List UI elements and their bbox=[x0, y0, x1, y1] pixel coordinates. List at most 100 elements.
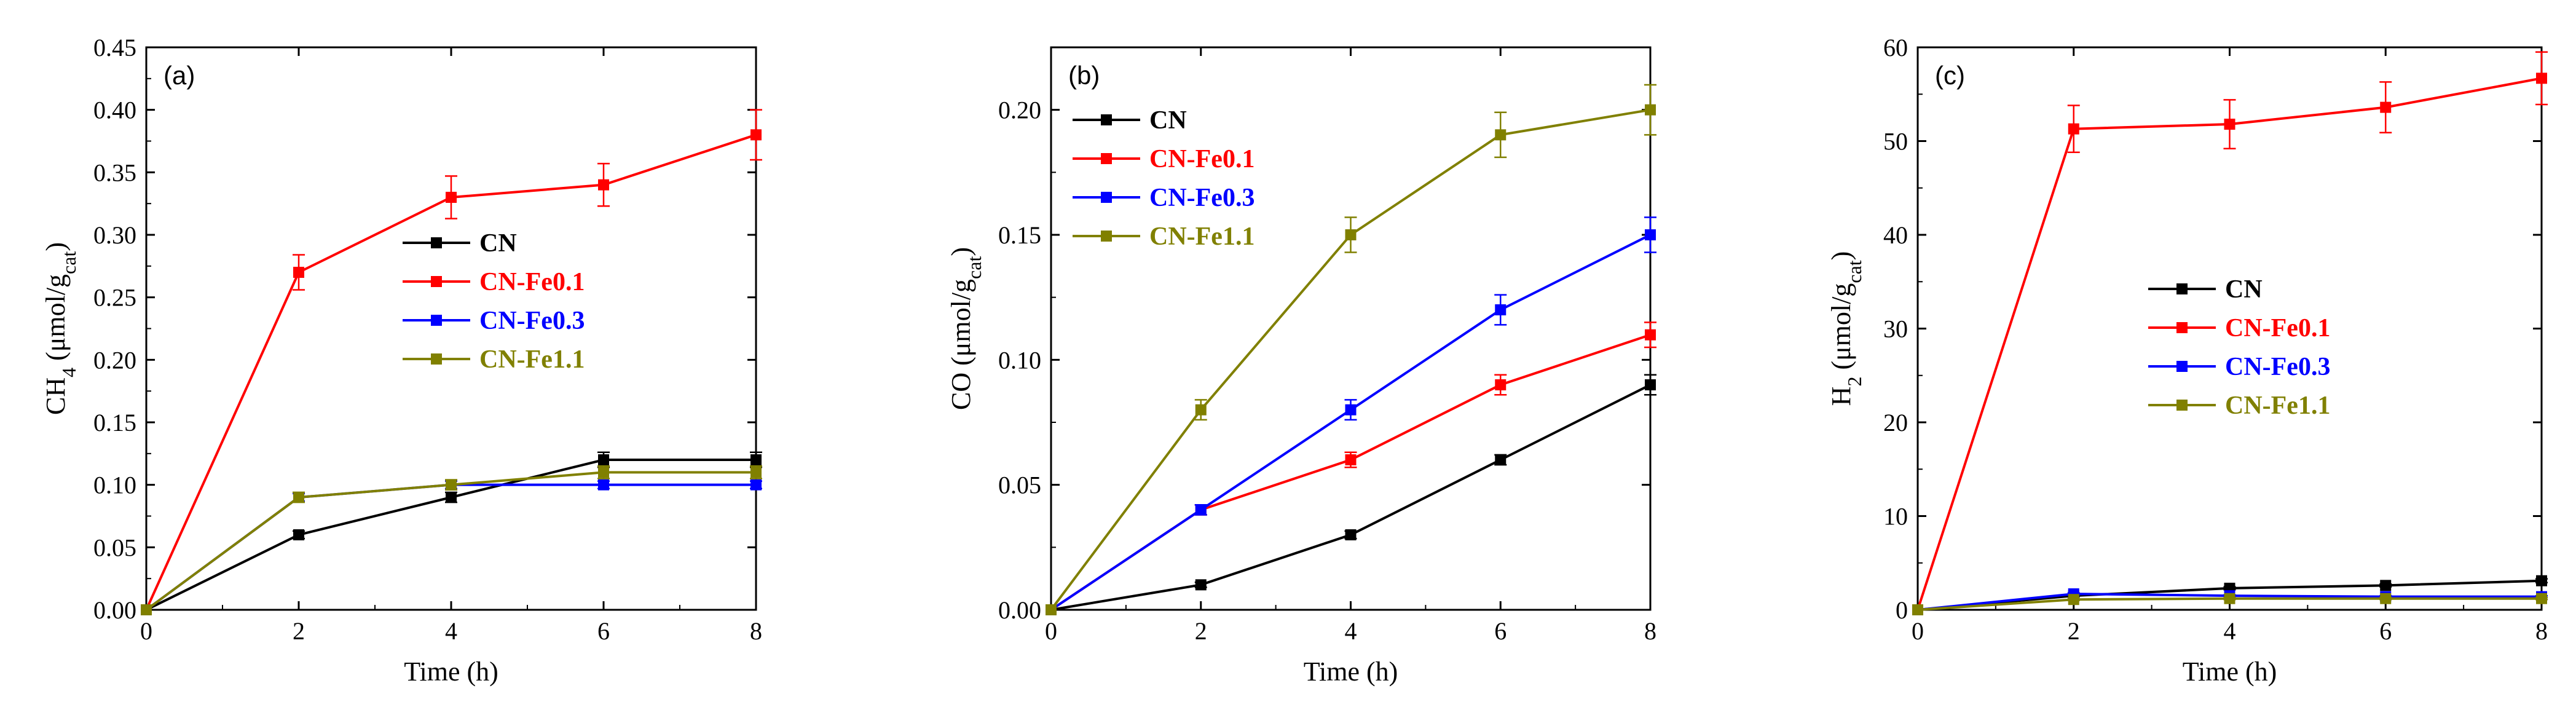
legend-marker bbox=[1101, 192, 1112, 203]
legend-marker bbox=[2176, 322, 2188, 333]
data-point bbox=[1645, 229, 1656, 240]
legend-marker bbox=[1101, 231, 1112, 242]
x-tick-label: 4 bbox=[1345, 617, 1357, 645]
data-point bbox=[446, 479, 457, 491]
data-point bbox=[293, 529, 304, 540]
x-tick-label: 0 bbox=[1045, 617, 1057, 645]
legend-label: CN-Fe1.1 bbox=[2225, 392, 2330, 420]
series-CN-Fe0.1 bbox=[1046, 322, 1656, 615]
data-point bbox=[598, 467, 609, 478]
legend-marker bbox=[431, 353, 442, 365]
legend-entry-CN-Fe0.3: CN-Fe0.3 bbox=[2148, 353, 2330, 381]
x-tick-label: 4 bbox=[445, 617, 457, 645]
y-tick-label: 0.15 bbox=[93, 409, 136, 436]
legend-label: CN-Fe0.1 bbox=[1149, 145, 1255, 173]
data-point bbox=[750, 129, 762, 141]
legend-entry-CN: CN bbox=[403, 229, 517, 258]
series-line bbox=[1916, 77, 2542, 610]
x-tick-label: 6 bbox=[1494, 617, 1507, 645]
chart-panel-b: 0 2 4 6 8 0.00 0.05 0.10 0.15 0.20 Time (h) CO (μmo… bbox=[946, 46, 1656, 687]
data-point bbox=[1345, 404, 1357, 416]
y-tick-label: 0.20 bbox=[998, 97, 1041, 124]
y-tick-label: 0.00 bbox=[998, 596, 1041, 624]
data-point bbox=[2380, 593, 2392, 604]
y-tick-label: 0.20 bbox=[93, 346, 136, 374]
x-axis-title: Time (h) bbox=[1304, 657, 1398, 687]
y-tick-label: 0 bbox=[1896, 596, 1908, 624]
data-point bbox=[446, 192, 457, 203]
y-tick-label: 30 bbox=[1883, 315, 1908, 343]
y-axis-title: CO (μmol/gcat) bbox=[946, 247, 985, 410]
data-point bbox=[293, 267, 304, 278]
data-point bbox=[1495, 379, 1507, 390]
series-CN-Fe1.1 bbox=[1912, 593, 2548, 615]
data-point bbox=[2536, 73, 2547, 84]
panel-label: (a) bbox=[163, 61, 195, 90]
chart-panel-a: 0 2 4 6 8 0.00 0.05 0.10 0.15 0.20 0.25 0.30 0.35 0.4… bbox=[41, 34, 762, 687]
series-CN bbox=[141, 451, 762, 615]
legend-entry-CN: CN bbox=[1073, 106, 1187, 135]
data-point bbox=[1195, 579, 1207, 591]
y-axis-title: H2 (μmol/gcat) bbox=[1826, 251, 1865, 406]
data-point bbox=[750, 467, 762, 478]
x-tick-label: 0 bbox=[140, 617, 152, 645]
data-point bbox=[2068, 594, 2079, 606]
series-line bbox=[1050, 234, 1651, 611]
panel-label: (c) bbox=[1935, 61, 1965, 90]
y-tick-label: 60 bbox=[1883, 34, 1908, 61]
y-tick-label: 0.45 bbox=[93, 34, 136, 61]
y-tick-label: 0.15 bbox=[998, 221, 1041, 249]
legend-entry-CN-Fe0.1: CN-Fe0.1 bbox=[1073, 145, 1255, 173]
data-point bbox=[1645, 104, 1656, 116]
y-tick-label: 40 bbox=[1883, 221, 1908, 249]
data-point bbox=[2380, 580, 2392, 591]
legend-label: CN bbox=[479, 229, 517, 258]
data-point bbox=[1495, 129, 1507, 141]
data-point bbox=[1645, 329, 1656, 341]
data-point bbox=[1645, 379, 1656, 390]
legend-marker bbox=[2176, 400, 2188, 411]
legend-label: CN-Fe1.1 bbox=[1149, 223, 1255, 251]
data-point bbox=[2380, 101, 2392, 113]
legend-entry-CN: CN bbox=[2148, 275, 2263, 304]
legend-entry-CN-Fe0.1: CN-Fe0.1 bbox=[2148, 314, 2330, 342]
data-point bbox=[141, 604, 152, 615]
data-point bbox=[2224, 593, 2235, 604]
y-tick-label: 50 bbox=[1883, 128, 1908, 156]
series-CN-Fe1.1 bbox=[1046, 84, 1656, 615]
y-tick-label: 20 bbox=[1883, 409, 1908, 436]
y-tick-label: 0.25 bbox=[93, 284, 136, 312]
data-point bbox=[1495, 304, 1507, 315]
legend-label: CN-Fe0.3 bbox=[479, 307, 585, 335]
series-line bbox=[1050, 333, 1651, 611]
legend-label: CN-Fe0.1 bbox=[479, 268, 585, 296]
legend-entry-CN-Fe0.3: CN-Fe0.3 bbox=[403, 307, 585, 335]
data-point bbox=[1046, 604, 1057, 615]
series-CN-Fe0.3 bbox=[1046, 216, 1656, 615]
legend-entry-CN-Fe0.3: CN-Fe0.3 bbox=[1073, 184, 1255, 212]
y-tick-label: 0.05 bbox=[93, 534, 136, 561]
panel-label: (b) bbox=[1068, 61, 1100, 90]
x-axis-title: Time (h) bbox=[2183, 657, 2277, 687]
legend-label: CN-Fe1.1 bbox=[479, 345, 585, 374]
data-point bbox=[598, 179, 609, 191]
series-CN-Fe1.1 bbox=[141, 465, 762, 615]
y-tick-label: 0.10 bbox=[998, 346, 1041, 374]
data-point bbox=[293, 492, 304, 503]
y-tick-label: 0.05 bbox=[998, 471, 1041, 499]
data-point bbox=[2536, 575, 2547, 586]
data-point bbox=[2068, 123, 2079, 135]
legend-label: CN bbox=[2225, 275, 2263, 304]
data-point bbox=[598, 454, 609, 465]
legend-entry-CN-Fe1.1: CN-Fe1.1 bbox=[2148, 392, 2330, 420]
x-tick-label: 8 bbox=[1644, 617, 1656, 645]
series-CN-Fe0.1 bbox=[141, 109, 762, 615]
data-point bbox=[1345, 529, 1357, 540]
y-axis-title: CH4 (μmol/gcat) bbox=[41, 242, 80, 415]
y-tick-label: 0.00 bbox=[93, 596, 136, 624]
y-tick-label: 0.30 bbox=[93, 221, 136, 249]
legend-label: CN bbox=[1149, 106, 1187, 135]
plot-frame bbox=[145, 46, 757, 611]
series-line bbox=[145, 483, 756, 611]
